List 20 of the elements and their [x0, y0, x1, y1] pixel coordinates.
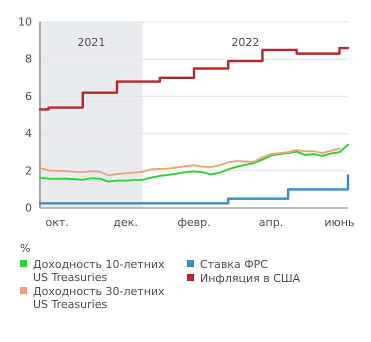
- legend-label: Ставка ФРС: [200, 258, 268, 271]
- legend-label: Доходность 30-летних US Treasuries: [33, 285, 166, 311]
- annotation: 2021: [77, 36, 106, 49]
- line-series: [39, 144, 349, 182]
- legend-label: Доходность 10-летних US Treasuries: [33, 258, 166, 284]
- x-tick-label: июнь: [324, 216, 354, 229]
- x-tick-label: апр.: [258, 216, 284, 229]
- x-tick-label: окт.: [45, 216, 69, 229]
- y-tick-label: 4: [25, 127, 32, 140]
- y-tick-label: 0: [25, 202, 32, 215]
- x-tick-label: дек.: [113, 216, 138, 229]
- annotation: 2022: [231, 36, 260, 49]
- y-tick-label: 8: [25, 52, 32, 66]
- y-tick-label: 2: [25, 164, 32, 178]
- y-axis-title: %: [20, 242, 30, 255]
- y-tick-label: 10: [18, 16, 32, 29]
- y-tick-label: 6: [25, 90, 32, 103]
- line-series: [39, 148, 340, 176]
- legend-label: Инфляция в США: [200, 272, 301, 285]
- x-tick-label: февр.: [177, 216, 211, 229]
